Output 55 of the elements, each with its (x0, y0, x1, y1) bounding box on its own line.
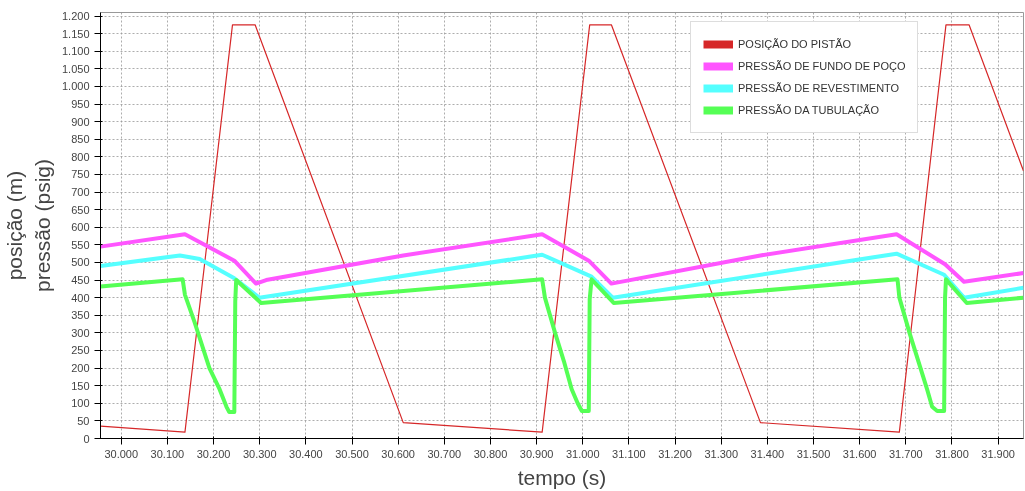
x-tick-label: 31.600 (842, 447, 877, 460)
x-tick-label: 31.100 (612, 447, 646, 460)
y-tick-label: 1.050 (61, 62, 90, 75)
x-tick-label: 31.700 (889, 447, 923, 460)
x-tick-label: 30.100 (150, 447, 185, 460)
y-tick-label: 1.000 (61, 80, 90, 93)
x-tick-label: 30.300 (242, 447, 277, 460)
x-tick-label: 30.000 (104, 447, 139, 460)
y-tick-label: 350 (71, 309, 90, 322)
y-axis-title: posição (m) pressão (psig) (3, 158, 54, 293)
y-tick-label: 850 (71, 133, 90, 146)
y-tick-label: 750 (71, 168, 90, 181)
y-tick-label: 600 (71, 221, 90, 234)
y-tick-label: 400 (71, 291, 90, 304)
y-tick-label: 100 (71, 397, 90, 410)
x-tick-label: 30.700 (427, 447, 462, 460)
x-tick-label: 31.200 (658, 447, 692, 460)
line-series (100, 232, 1024, 286)
x-tick-label: 30.500 (335, 447, 369, 460)
x-tick-label: 31.000 (565, 447, 600, 460)
legend-label: PRESSÃO DA TUBULAÇÃO (738, 104, 880, 116)
x-tick-label: 30.600 (381, 447, 415, 460)
legend-label: PRESSÃO DE FUNDO DE POÇO (738, 60, 906, 72)
y-tick-label: 900 (71, 115, 90, 128)
legend-label: POSIÇÃO DO PISTÃO (738, 38, 852, 50)
y-tick-label: 0 (83, 432, 90, 445)
line-series (100, 24, 1024, 433)
y-tick-label: 250 (71, 344, 90, 357)
y-tick-label: 500 (71, 256, 90, 269)
x-tick-label: 31.300 (704, 447, 739, 460)
y-tick-label: 650 (71, 203, 90, 216)
y-tick-label: 200 (71, 362, 90, 375)
y-tick-label: 450 (71, 274, 90, 287)
y-tick-label: 1.150 (61, 27, 90, 40)
x-axis-title: tempo (s) (517, 465, 607, 489)
y-tick-label: 1.100 (61, 45, 90, 58)
y-tick-label: 700 (71, 186, 90, 199)
x-tick-label: 31.900 (981, 447, 1015, 460)
y-tick-label: 300 (71, 326, 90, 339)
y-tick-label: 550 (71, 238, 90, 251)
x-tick-label: 30.400 (289, 447, 323, 460)
line-series (100, 277, 1024, 415)
y-tick-label: 800 (71, 150, 90, 163)
x-tick-label: 31.800 (935, 447, 969, 460)
y-tick-label: 50 (77, 414, 90, 427)
x-tick-label: 31.500 (796, 447, 831, 460)
y-tick-label: 1.200 (61, 10, 90, 23)
line-series (100, 251, 1024, 300)
x-tick-label: 30.900 (519, 447, 554, 460)
legend-label: PRESSÃO DE REVESTIMENTO (738, 82, 900, 94)
x-tick-label: 31.400 (750, 447, 785, 460)
x-tick-label: 30.800 (473, 447, 508, 460)
y-tick-label: 950 (71, 98, 90, 111)
x-tick-label: 30.200 (196, 447, 231, 460)
y-tick-label: 150 (71, 379, 90, 392)
